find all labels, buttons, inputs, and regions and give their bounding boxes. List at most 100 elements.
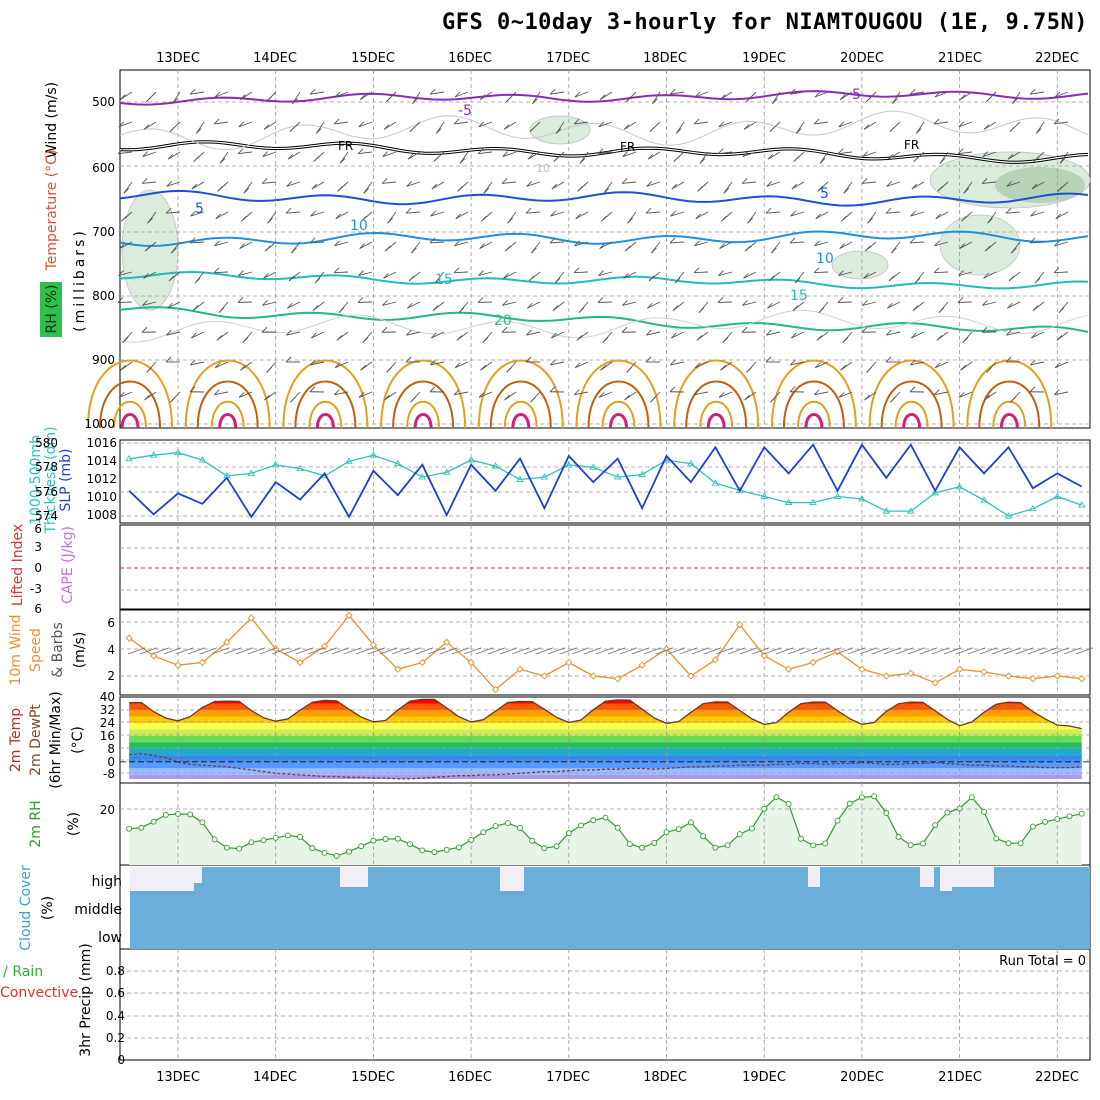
- wind-barb-flag: [790, 332, 797, 339]
- wind-barb-flag: [866, 367, 872, 373]
- wind-barb-flag: [747, 217, 753, 224]
- wind-barb-flag: [790, 210, 796, 217]
- wind-barb-flag: [814, 240, 820, 247]
- wind-barb-flag: [718, 270, 724, 276]
- rh2m-point: [150, 818, 157, 825]
- date-label: 15DEC: [351, 51, 395, 66]
- wind-barb: [887, 301, 901, 309]
- wind-barb-flag: [885, 207, 892, 214]
- wind-barb: [574, 241, 589, 247]
- wind-barb-flag: [238, 270, 244, 276]
- wind-barb-flag: [1005, 356, 1012, 363]
- rh2m-point: [749, 825, 755, 832]
- wind-barb-flag: [743, 124, 750, 130]
- wind10-point: [638, 661, 646, 669]
- rh2m-point: [712, 844, 719, 851]
- wind-barb: [262, 301, 277, 306]
- wind-barb-flag: [601, 215, 607, 222]
- wind-barb-flag: [1035, 128, 1042, 134]
- thickness-tick: 580: [35, 436, 58, 450]
- wind-barb-flag: [525, 207, 532, 214]
- wind-barb-flag: [315, 128, 322, 134]
- wind-barb: [695, 361, 709, 369]
- temp2m-tick: 24: [100, 716, 115, 730]
- theta-arch: [699, 400, 734, 429]
- rh-legend-swatch: [40, 282, 62, 337]
- wind-barb-flag: [169, 126, 176, 133]
- wind-barb: [573, 271, 589, 274]
- wind-barb: [886, 211, 901, 214]
- wind-barb-flag: [265, 96, 272, 103]
- wind10-barb: [139, 647, 158, 655]
- wind-barb-flag: [887, 302, 893, 309]
- stability-tick: 3: [34, 540, 42, 554]
- rh2m-point: [370, 837, 377, 844]
- wind-barb-flag: [669, 359, 676, 366]
- wind-barb-flag: [526, 181, 533, 187]
- wind-barb-flag: [841, 215, 847, 222]
- rh2m-point: [675, 826, 682, 833]
- ylabel-precip-c: 3hr Precip (mm): [78, 943, 94, 1056]
- wind-barb-flag: [189, 237, 196, 244]
- wind-barb-flag: [310, 210, 316, 217]
- wind-barb-flag: [454, 362, 461, 369]
- wind-barb-flag: [720, 364, 726, 371]
- rh2m-tick: 20: [100, 803, 115, 817]
- wind-barb-flag: [1029, 237, 1036, 244]
- ylabel-millibars: (millibars): [72, 228, 88, 332]
- wind-barb-flag: [670, 332, 677, 339]
- wind-barb: [1007, 151, 1021, 160]
- wind-barb: [934, 121, 949, 125]
- rh2m-point: [1066, 813, 1073, 820]
- wind-barb-flag: [888, 275, 895, 282]
- wind10-barb: [847, 647, 866, 655]
- wind-barb-flag: [910, 210, 916, 217]
- wind-barb: [575, 211, 589, 220]
- contour-label: 20: [494, 313, 512, 329]
- slp-tick: 1012: [86, 472, 117, 486]
- wind-barb: [238, 271, 253, 277]
- wind-barb-flag: [694, 240, 700, 247]
- wind10-barb: [475, 647, 494, 655]
- ylabel-rh2m-a: 2m RH: [28, 800, 44, 847]
- slp-tick: 1016: [86, 436, 117, 450]
- wind-barb-flag: [767, 302, 773, 309]
- temp2m-line: [129, 698, 1082, 730]
- date-label: 17DEC: [546, 51, 590, 66]
- wind-barb-flag: [769, 126, 776, 133]
- wind-barb-flag: [645, 356, 652, 363]
- wind-barb-flag: [624, 245, 631, 252]
- wind-barb-flag: [626, 367, 632, 373]
- rh2m-point: [932, 822, 939, 829]
- wind-barb-flag: [483, 188, 490, 194]
- wind-barb-flag: [914, 277, 921, 284]
- date-label: 21DEC: [938, 51, 982, 66]
- cloud-gap: [940, 867, 952, 891]
- rh2m-fill: [129, 796, 1082, 865]
- wind-barb-flag: [386, 367, 392, 373]
- wind-barb: [503, 121, 517, 130]
- contour-15: [119, 270, 1089, 290]
- wind10-point: [247, 614, 255, 622]
- ylabel-temp2m-b: 2m DewPt: [28, 704, 44, 776]
- wind-barb-flag: [432, 305, 439, 311]
- wind-barb-flag: [292, 98, 298, 105]
- rh2m-ylabels: 2m RH (%) 20: [28, 800, 115, 847]
- wind10-point: [809, 658, 817, 667]
- rh2m-point: [553, 843, 560, 850]
- wind-barb-flag: [290, 396, 296, 403]
- theta-arch: [120, 413, 140, 429]
- wind-barb-flag: [699, 158, 706, 164]
- wind10-barb: [535, 647, 554, 655]
- wind-barb-flag: [549, 88, 556, 95]
- wind-barb-flag: [264, 394, 270, 401]
- rh2m-point: [834, 817, 841, 824]
- wind-barb: [454, 241, 469, 247]
- wind-barb-flag: [598, 121, 605, 128]
- wind-barb-flag: [886, 181, 893, 187]
- wind10-point: [614, 675, 622, 683]
- wind-barb: [598, 151, 613, 155]
- wind-barb-flag: [549, 359, 556, 366]
- wind-barb-flag: [191, 183, 198, 190]
- contour-labels: 5 -5 FR FR FR 5 5 10 10 15 15 20 10: [195, 87, 919, 329]
